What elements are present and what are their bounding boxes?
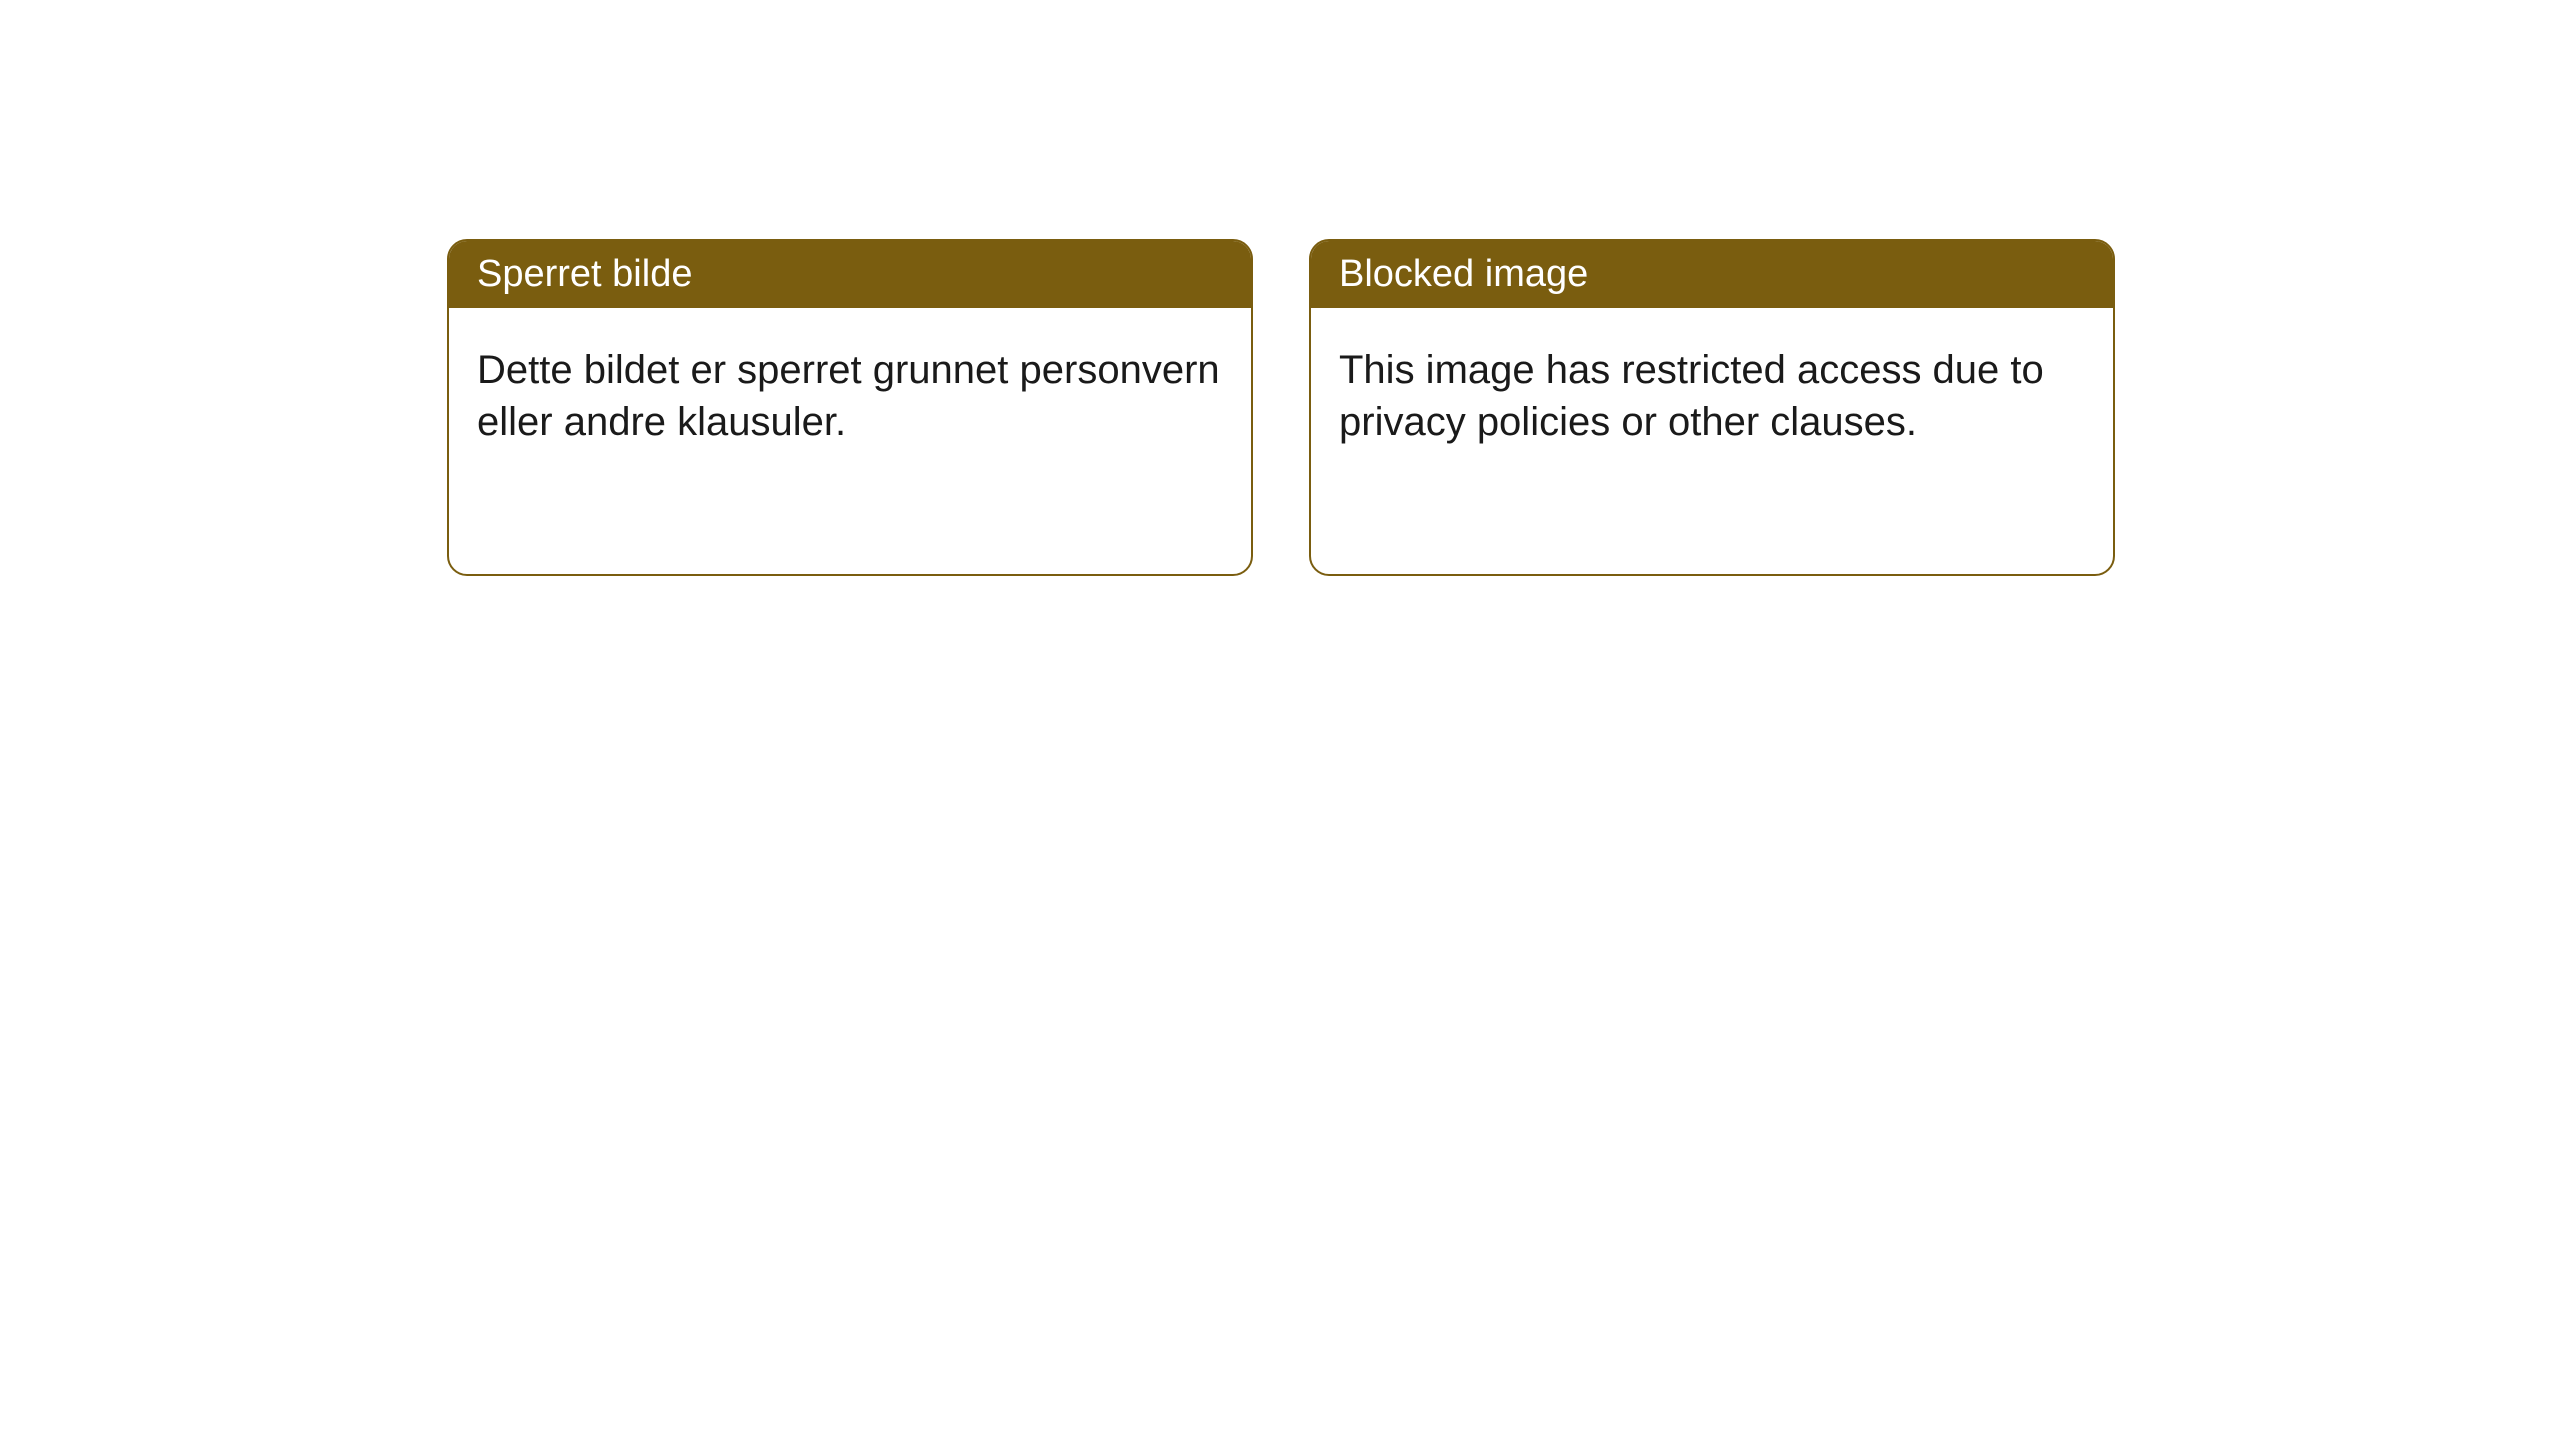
notice-body: This image has restricted access due to … xyxy=(1311,308,2113,484)
notice-card-english: Blocked image This image has restricted … xyxy=(1309,239,2115,576)
notice-card-norwegian: Sperret bilde Dette bildet er sperret gr… xyxy=(447,239,1253,576)
notice-body: Dette bildet er sperret grunnet personve… xyxy=(449,308,1251,484)
notice-container: Sperret bilde Dette bildet er sperret gr… xyxy=(447,239,2115,576)
notice-header: Sperret bilde xyxy=(449,241,1251,308)
notice-header: Blocked image xyxy=(1311,241,2113,308)
